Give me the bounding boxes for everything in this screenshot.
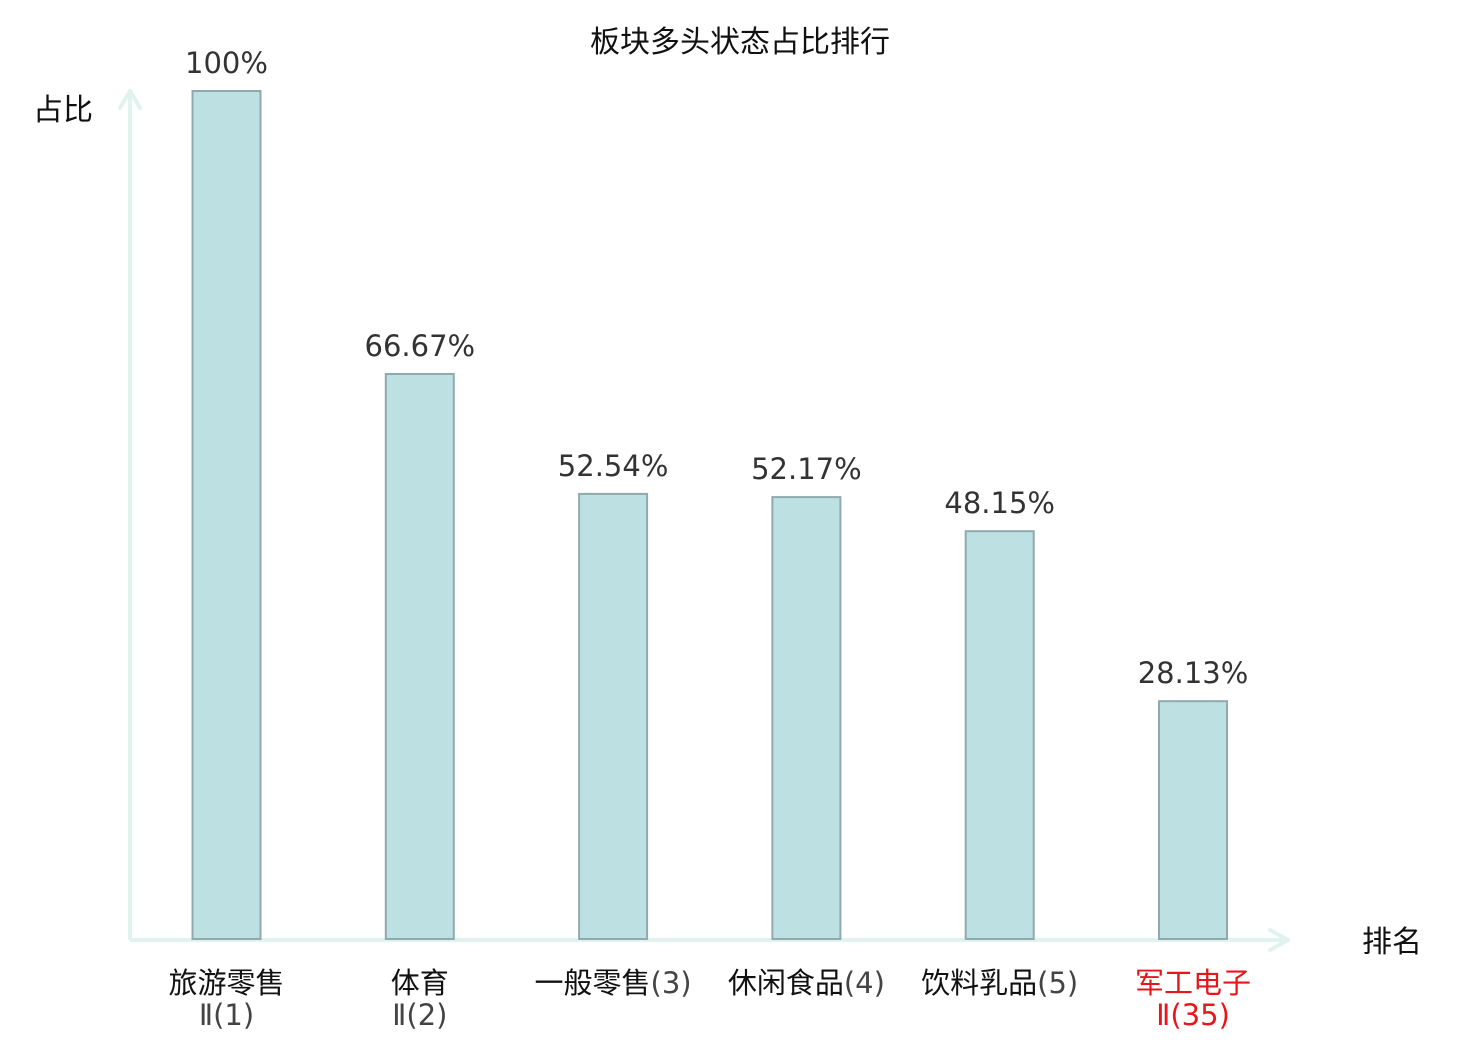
category-label: 体育 xyxy=(391,966,449,1000)
category-rank-label: Ⅱ(2) xyxy=(392,998,447,1032)
category-rank-label: Ⅱ(35) xyxy=(1156,998,1230,1032)
category-label: 休闲食品(4) xyxy=(728,966,885,1000)
bar xyxy=(771,496,842,940)
category-rank-label: Ⅱ(1) xyxy=(199,998,254,1032)
y-axis-arrow-icon xyxy=(118,89,142,110)
bar xyxy=(1158,700,1228,941)
category-label: 旅游零售 xyxy=(168,966,284,1000)
x-axis-arrow-icon xyxy=(1268,928,1290,952)
value-label: 52.54% xyxy=(558,449,669,483)
bar xyxy=(964,530,1035,940)
category-label: 一般零售(3) xyxy=(535,966,692,1000)
value-label: 100% xyxy=(185,46,268,80)
y-axis-label: 占比 xyxy=(33,93,93,128)
x-axis-label: 排名 xyxy=(1362,925,1422,960)
value-label: 48.15% xyxy=(944,486,1055,520)
category-label: 饮料乳品(5) xyxy=(921,966,1078,1000)
bar xyxy=(384,373,455,940)
category-label: 军工电子 xyxy=(1135,966,1251,1000)
value-label: 66.67% xyxy=(365,329,476,363)
bar xyxy=(191,90,262,940)
bar xyxy=(578,492,649,940)
chart-title: 板块多头状态占比排行 xyxy=(590,25,890,60)
value-label: 52.17% xyxy=(751,452,862,486)
value-label: 28.13% xyxy=(1138,656,1249,690)
